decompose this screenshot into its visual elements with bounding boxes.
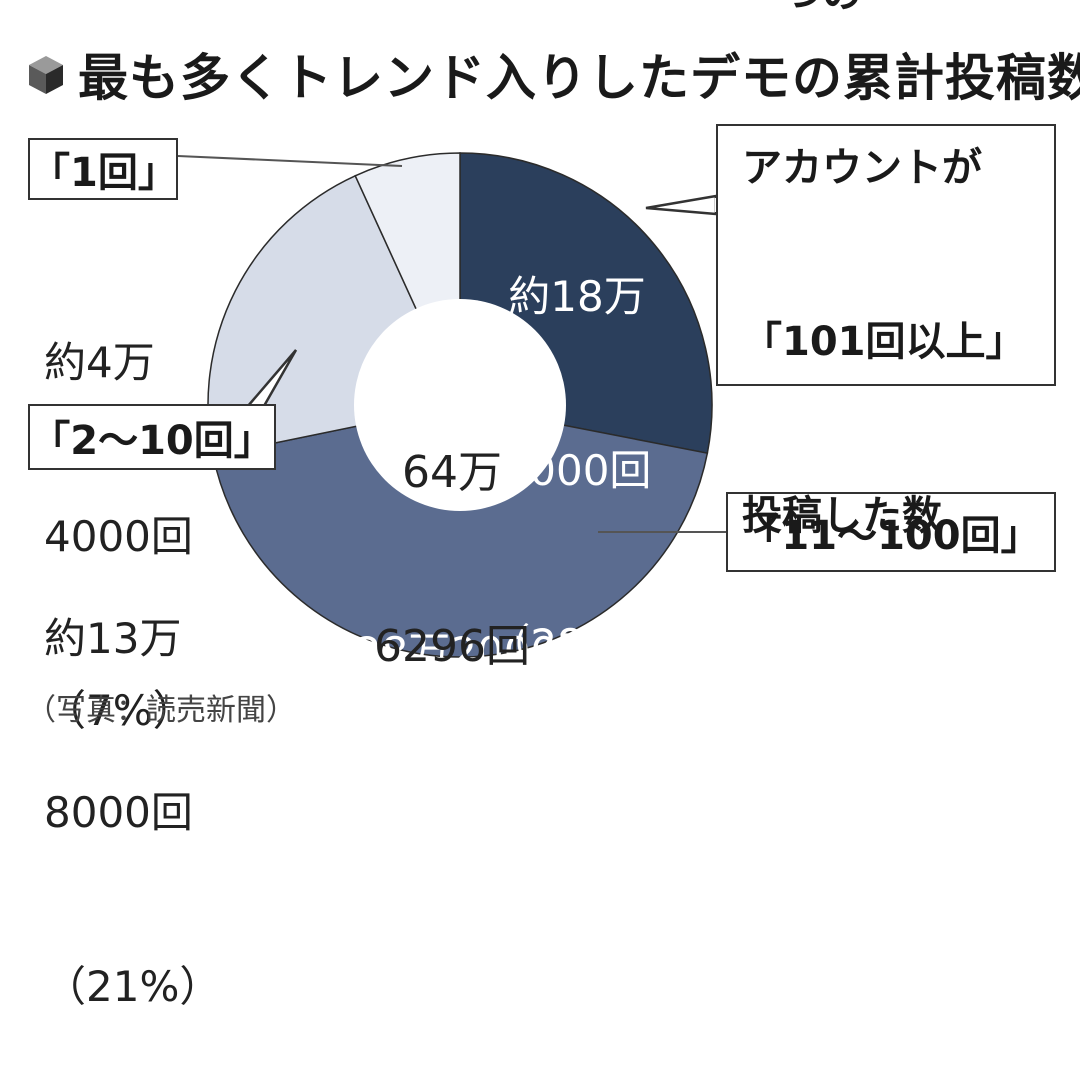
legend-label-1kai: 「1回」 bbox=[30, 150, 178, 196]
data-label: 4000回 bbox=[44, 512, 193, 561]
data-label: （44%） bbox=[367, 802, 545, 851]
center-label-line: 64万 bbox=[402, 447, 502, 498]
chart-title: 最も多くトレンド入りしたデモの累計投稿数 bbox=[78, 49, 1080, 107]
data-label: （21%） bbox=[44, 962, 222, 1011]
chart-title-row: 最も多くトレンド入りしたデモの累計投稿数 bbox=[26, 34, 1080, 114]
pie-slice bbox=[212, 404, 709, 658]
legend-box-11-100kai: 「11～100回」 bbox=[726, 492, 1056, 572]
slice-label-101plus: 約18万 1000回 （28%） bbox=[482, 152, 672, 732]
data-label: 約18万 bbox=[508, 272, 646, 321]
center-label-line: 6296回 bbox=[374, 621, 530, 672]
photo-caption: （写真：読売新聞） bbox=[26, 693, 296, 728]
donut-hole bbox=[354, 299, 566, 511]
data-label: （28%） bbox=[488, 620, 666, 669]
cube-icon bbox=[29, 56, 63, 94]
callout-line-1kai bbox=[177, 155, 403, 167]
annotation-text: 一つの アカウントが 「101回以上」 投稿した数 bbox=[742, 0, 1026, 661]
legend-label-2-10kai: 「2～10回」 bbox=[30, 418, 274, 464]
donut-chart bbox=[177, 152, 726, 658]
data-label: 8000回 bbox=[44, 788, 193, 837]
legend-box-2-10kai: 「2～10回」 bbox=[28, 404, 276, 470]
annotation-line: 「101回以上」 bbox=[742, 319, 1026, 365]
data-label: 約13万 bbox=[44, 614, 182, 663]
center-total-label: 64万 6296回 bbox=[362, 328, 542, 734]
legend-label-11-100kai: 「11～100回」 bbox=[741, 513, 1041, 559]
annotation-line: アカウントが bbox=[742, 145, 982, 191]
data-label: 約28万2000回 bbox=[312, 628, 600, 677]
annotation-box: 一つの アカウントが 「101回以上」 投稿した数 bbox=[716, 0, 1056, 539]
annotation-line: 一つの bbox=[742, 0, 1026, 23]
data-label: 約4万 bbox=[44, 338, 155, 387]
legend-box-1kai: 「1回」 bbox=[28, 138, 178, 200]
annotation-line: 投稿した数 bbox=[742, 493, 942, 539]
data-label: 1000回 bbox=[502, 446, 652, 495]
slice-label-2-10kai: 約13万 8000回 （21%） bbox=[44, 494, 221, 1074]
slice-label-1kai: 約4万 4000回 （7%） bbox=[44, 218, 195, 798]
data-label: （7%） bbox=[44, 686, 195, 735]
